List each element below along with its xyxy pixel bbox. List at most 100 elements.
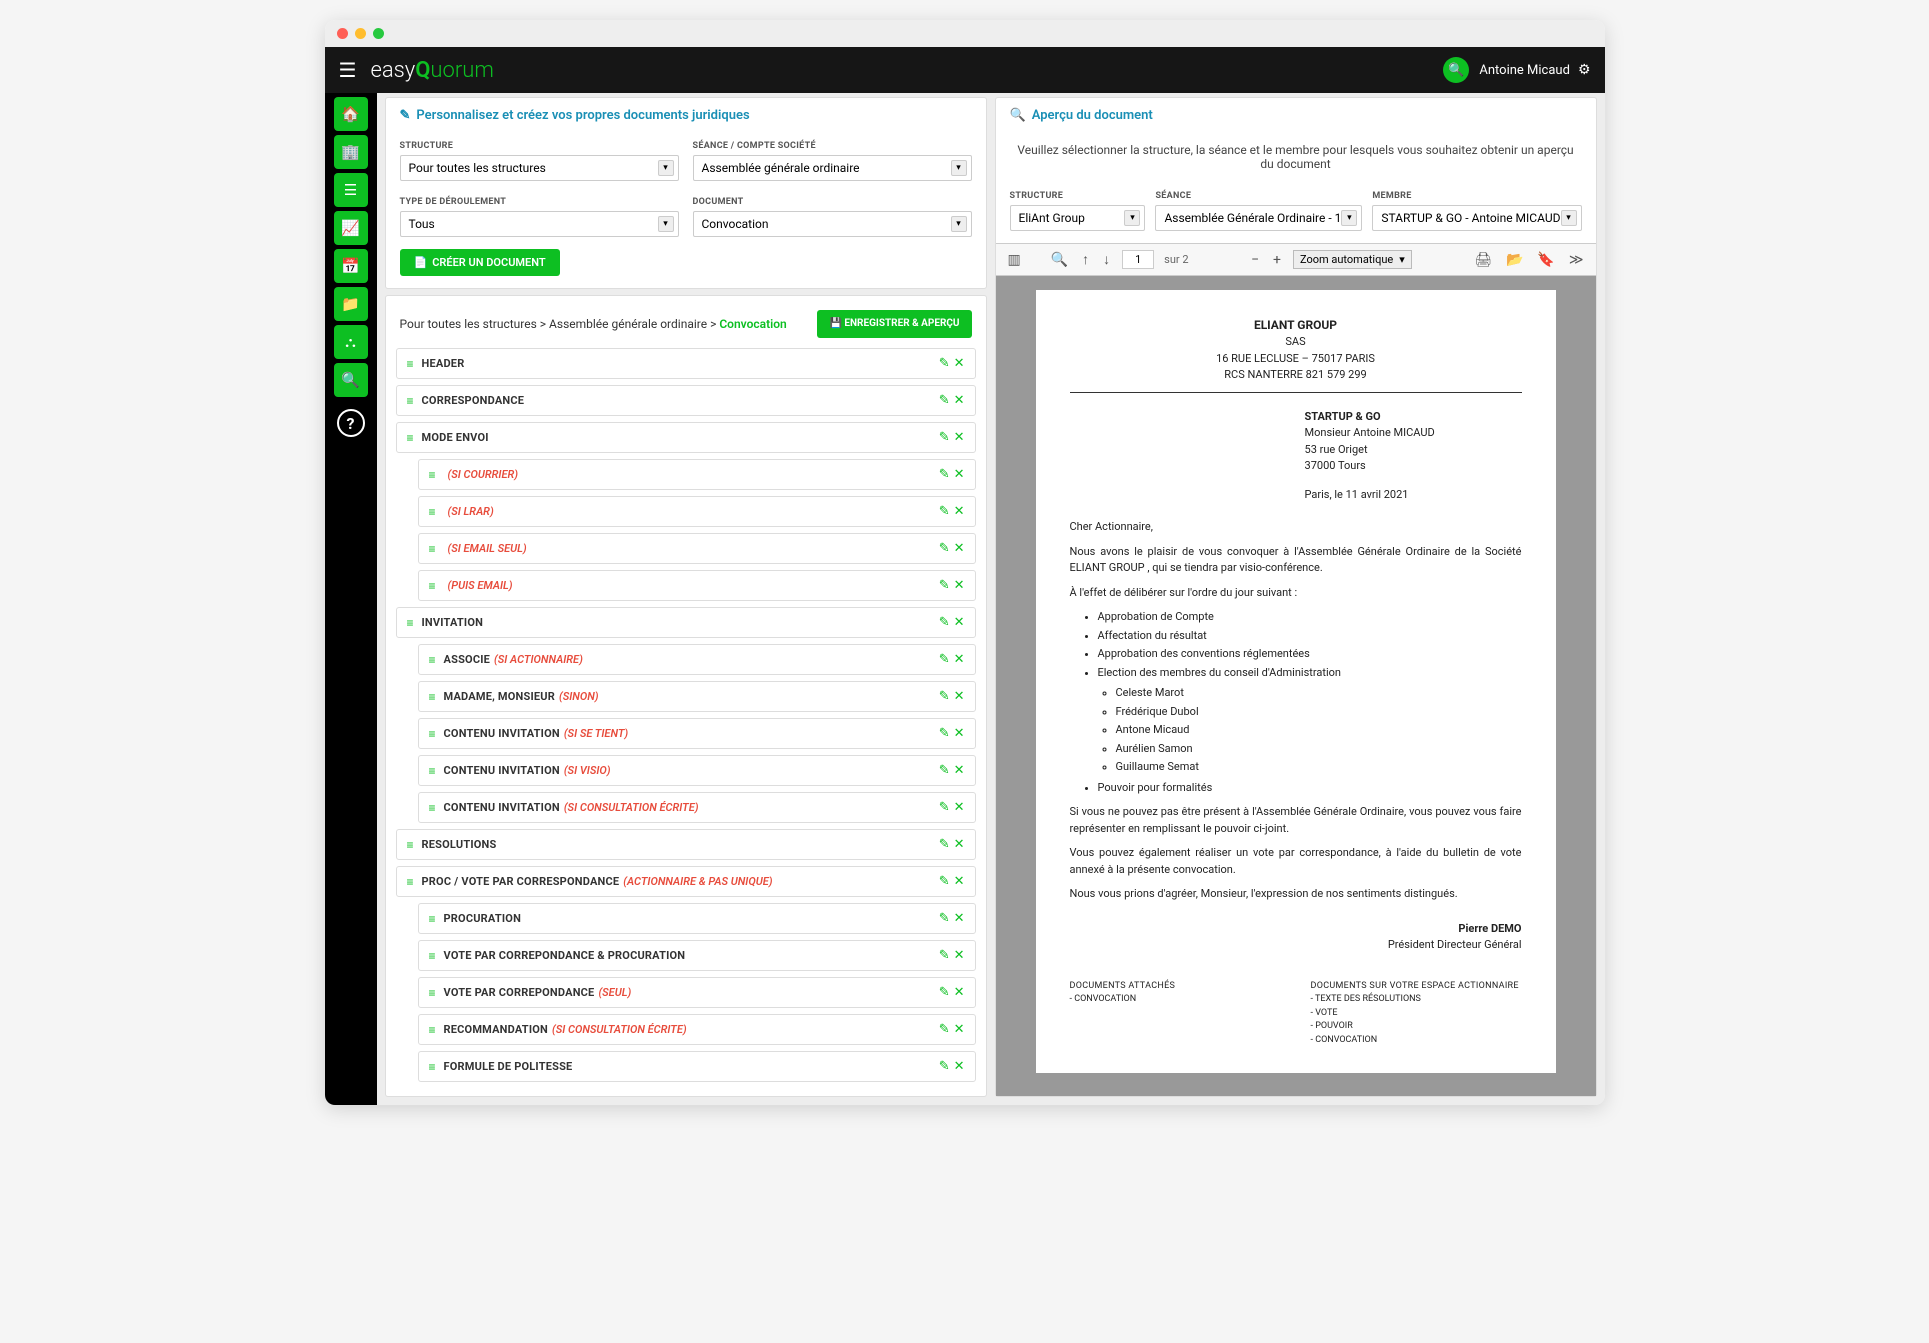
- section-item[interactable]: ≡CONTENU INVITATION(SI VISIO)✎✕: [418, 755, 976, 786]
- section-item[interactable]: ≡MADAME, MONSIEUR(SINON)✎✕: [418, 681, 976, 712]
- section-item[interactable]: ≡RESOLUTIONS✎✕: [396, 829, 976, 860]
- filter-seance-select[interactable]: Assemblée générale ordinaire▾: [693, 155, 972, 181]
- next-page-icon[interactable]: ↓: [1101, 249, 1112, 270]
- edit-icon[interactable]: ✎: [939, 689, 950, 704]
- max-dot[interactable]: [373, 28, 384, 39]
- section-item[interactable]: ≡ASSOCIE(SI ACTIONNAIRE)✎✕: [418, 644, 976, 675]
- section-item[interactable]: ≡(SI EMAIL SEUL)✎✕: [418, 533, 976, 564]
- close-icon[interactable]: ✕: [954, 874, 965, 889]
- close-icon[interactable]: ✕: [954, 356, 965, 371]
- more-icon[interactable]: ≫: [1567, 250, 1586, 270]
- close-icon[interactable]: ✕: [954, 763, 965, 778]
- drag-handle-icon[interactable]: ≡: [429, 542, 436, 556]
- edit-icon[interactable]: ✎: [939, 467, 950, 482]
- page-input[interactable]: [1122, 250, 1154, 269]
- sidebar-folder-icon[interactable]: 📁: [334, 287, 368, 321]
- close-icon[interactable]: ✕: [954, 541, 965, 556]
- find-icon[interactable]: 🔍: [1049, 250, 1070, 270]
- sidebar-calendar-icon[interactable]: 📅: [334, 249, 368, 283]
- close-icon[interactable]: ✕: [954, 948, 965, 963]
- create-document-button[interactable]: 📄CRÉER UN DOCUMENT: [400, 249, 560, 276]
- drag-handle-icon[interactable]: ≡: [407, 616, 414, 630]
- sidebar-org-icon[interactable]: ⛬: [334, 325, 368, 359]
- close-icon[interactable]: ✕: [954, 837, 965, 852]
- close-icon[interactable]: ✕: [954, 504, 965, 519]
- edit-icon[interactable]: ✎: [939, 837, 950, 852]
- section-item[interactable]: ≡(SI COURRIER)✎✕: [418, 459, 976, 490]
- bookmark-icon[interactable]: 🔖: [1535, 250, 1556, 270]
- close-icon[interactable]: ✕: [954, 911, 965, 926]
- section-item[interactable]: ≡(SI LRAR)✎✕: [418, 496, 976, 527]
- close-icon[interactable]: ✕: [954, 726, 965, 741]
- close-icon[interactable]: ✕: [954, 652, 965, 667]
- print-icon[interactable]: 🖨: [1472, 250, 1494, 270]
- close-dot[interactable]: [337, 28, 348, 39]
- section-item[interactable]: ≡VOTE PAR CORREPONDANCE & PROCURATION✎✕: [418, 940, 976, 971]
- drag-handle-icon[interactable]: ≡: [429, 579, 436, 593]
- drag-handle-icon[interactable]: ≡: [429, 912, 436, 926]
- sidebar-list-icon[interactable]: ☰: [334, 173, 368, 207]
- min-dot[interactable]: [355, 28, 366, 39]
- section-item[interactable]: ≡PROCURATION✎✕: [418, 903, 976, 934]
- close-icon[interactable]: ✕: [954, 1022, 965, 1037]
- preview-membre-select[interactable]: STARTUP & GO - Antoine MICAUD▾: [1372, 205, 1581, 231]
- section-item[interactable]: ≡FORMULE DE POLITESSE✎✕: [418, 1051, 976, 1082]
- close-icon[interactable]: ✕: [954, 615, 965, 630]
- gear-icon[interactable]: ⚙: [1578, 62, 1591, 78]
- edit-icon[interactable]: ✎: [939, 652, 950, 667]
- section-item[interactable]: ≡CONTENU INVITATION(SI CONSULTATION ÉCRI…: [418, 792, 976, 823]
- save-preview-button[interactable]: 💾 ENREGISTRER & APERÇU: [817, 310, 971, 338]
- preview-seance-select[interactable]: Assemblée Générale Ordinaire - 1▾: [1155, 205, 1362, 231]
- close-icon[interactable]: ✕: [954, 985, 965, 1000]
- drag-handle-icon[interactable]: ≡: [429, 505, 436, 519]
- section-item[interactable]: ≡CONTENU INVITATION(SI SE TIENT)✎✕: [418, 718, 976, 749]
- edit-icon[interactable]: ✎: [939, 356, 950, 371]
- drag-handle-icon[interactable]: ≡: [429, 468, 436, 482]
- close-icon[interactable]: ✕: [954, 689, 965, 704]
- edit-icon[interactable]: ✎: [939, 1059, 950, 1074]
- close-icon[interactable]: ✕: [954, 1059, 965, 1074]
- edit-icon[interactable]: ✎: [939, 985, 950, 1000]
- section-item[interactable]: ≡PROC / VOTE PAR CORRESPONDANCE(ACTIONNA…: [396, 866, 976, 897]
- close-icon[interactable]: ✕: [954, 467, 965, 482]
- preview-structure-select[interactable]: EliAnt Group▾: [1010, 205, 1146, 231]
- sidebar-search-icon[interactable]: 🔍: [334, 363, 368, 397]
- edit-icon[interactable]: ✎: [939, 763, 950, 778]
- drag-handle-icon[interactable]: ≡: [429, 949, 436, 963]
- section-item[interactable]: ≡(PUIS EMAIL)✎✕: [418, 570, 976, 601]
- zoom-select[interactable]: Zoom automatique▾: [1293, 250, 1412, 269]
- filter-document-select[interactable]: Convocation▾: [693, 211, 972, 237]
- section-item[interactable]: ≡INVITATION✎✕: [396, 607, 976, 638]
- menu-icon[interactable]: ☰: [339, 58, 357, 82]
- drag-handle-icon[interactable]: ≡: [407, 357, 414, 371]
- prev-page-icon[interactable]: ↑: [1080, 249, 1091, 270]
- zoom-out-icon[interactable]: −: [1249, 250, 1261, 270]
- sidebar-toggle-icon[interactable]: ▥: [1006, 250, 1023, 270]
- edit-icon[interactable]: ✎: [939, 874, 950, 889]
- drag-handle-icon[interactable]: ≡: [407, 875, 414, 889]
- drag-handle-icon[interactable]: ≡: [429, 1023, 436, 1037]
- search-icon[interactable]: 🔍: [1443, 57, 1469, 83]
- sidebar-help-icon[interactable]: ?: [337, 409, 365, 437]
- edit-icon[interactable]: ✎: [939, 615, 950, 630]
- edit-icon[interactable]: ✎: [939, 911, 950, 926]
- drag-handle-icon[interactable]: ≡: [429, 801, 436, 815]
- close-icon[interactable]: ✕: [954, 800, 965, 815]
- drag-handle-icon[interactable]: ≡: [407, 838, 414, 852]
- section-item[interactable]: ≡VOTE PAR CORREPONDANCE(SEUL)✎✕: [418, 977, 976, 1008]
- drag-handle-icon[interactable]: ≡: [407, 431, 414, 445]
- filter-structure-select[interactable]: Pour toutes les structures▾: [400, 155, 679, 181]
- edit-icon[interactable]: ✎: [939, 726, 950, 741]
- sidebar-building-icon[interactable]: 🏢: [334, 135, 368, 169]
- filter-type-select[interactable]: Tous▾: [400, 211, 679, 237]
- drag-handle-icon[interactable]: ≡: [429, 727, 436, 741]
- edit-icon[interactable]: ✎: [939, 1022, 950, 1037]
- edit-icon[interactable]: ✎: [939, 578, 950, 593]
- drag-handle-icon[interactable]: ≡: [429, 1060, 436, 1074]
- open-icon[interactable]: 📂: [1504, 250, 1525, 270]
- drag-handle-icon[interactable]: ≡: [429, 764, 436, 778]
- close-icon[interactable]: ✕: [954, 393, 965, 408]
- edit-icon[interactable]: ✎: [939, 430, 950, 445]
- section-item[interactable]: ≡RECOMMANDATION(SI CONSULTATION ÉCRITE)✎…: [418, 1014, 976, 1045]
- section-item[interactable]: ≡HEADER✎✕: [396, 348, 976, 379]
